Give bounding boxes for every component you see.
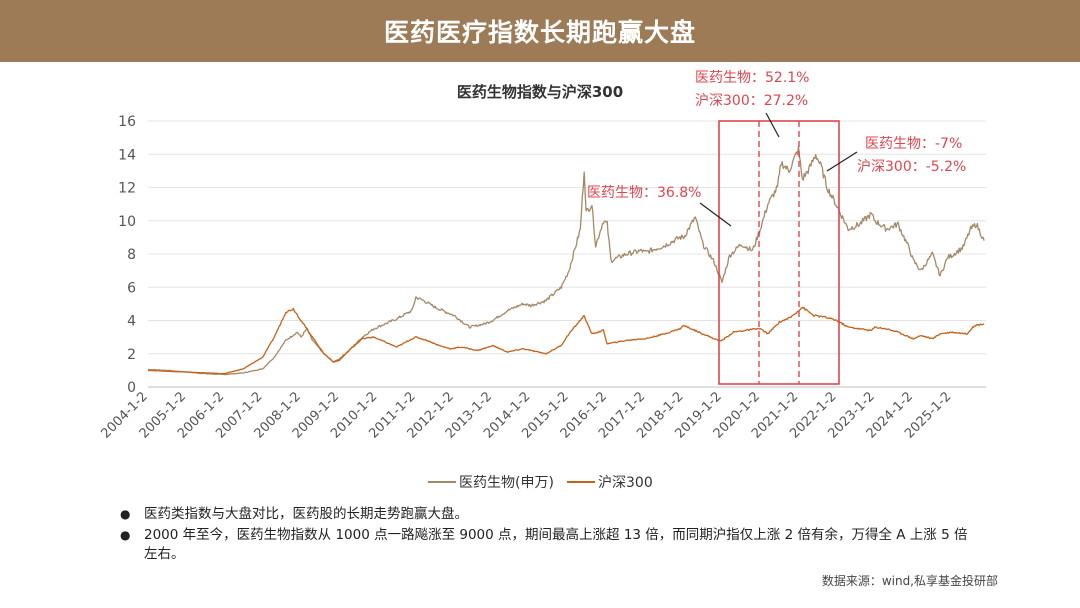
series-line-pharma xyxy=(148,145,985,376)
annotation-2020-pharma: 医药生物：52.1% xyxy=(695,70,809,86)
y-tick-label: 14 xyxy=(118,147,136,163)
bullet-dot-icon: ● xyxy=(120,507,131,521)
y-axis: 0 2 4 6 8 10 12 14 16 xyxy=(118,114,136,396)
chart-title: 医药生物指数与沪深300 xyxy=(457,83,623,101)
gridlines xyxy=(148,120,986,388)
y-tick-label: 4 xyxy=(127,314,136,330)
bullet-item: ● 2000 年至今，医药生物指数从 1000 点一路飚涨至 9000 点，期间… xyxy=(120,526,980,564)
annotation-2020-hs300: 沪深300：27.2% xyxy=(695,93,808,109)
pointer-c xyxy=(826,151,858,172)
bullet-item: ● 医药类指数与大盘对比，医药股的长期走势跑赢大盘。 xyxy=(120,505,980,524)
series-lines xyxy=(147,145,985,376)
y-tick-label: 10 xyxy=(118,214,136,230)
bullet-list: ● 医药类指数与大盘对比，医药股的长期走势跑赢大盘。 ● 2000 年至今，医药… xyxy=(120,505,980,566)
annotation-2019: 医药生物：36.8% xyxy=(587,185,701,201)
y-tick-label: 8 xyxy=(127,247,136,263)
page-title: 医药医疗指数长期跑赢大盘 xyxy=(383,18,696,47)
bullet-text: 医药类指数与大盘对比，医药股的长期走势跑赢大盘。 xyxy=(144,506,468,522)
y-tick-label: 12 xyxy=(118,181,136,197)
annotation-2021-pharma: 医药生物：-7% xyxy=(865,136,962,152)
legend-label-hs300: 沪深300 xyxy=(598,475,653,491)
y-tick-label: 6 xyxy=(127,280,136,296)
pointer-b xyxy=(765,112,780,138)
title-banner: 医药医疗指数长期跑赢大盘 xyxy=(0,0,1080,62)
annotation-2021-hs300: 沪深300：-5.2% xyxy=(857,159,966,175)
legend-label-pharma: 医药生物(申万) xyxy=(459,475,554,491)
bullet-text: 2000 年至今，医药生物指数从 1000 点一路飚涨至 9000 点，期间最高… xyxy=(144,527,968,562)
chart: 医药生物指数与沪深300 0 2 4 6 8 10 12 14 16 2004-1-22005-… xyxy=(98,70,986,491)
data-source: 数据来源：wind,私享基金投研部 xyxy=(821,574,998,588)
legend: 医药生物(申万) 沪深300 xyxy=(428,475,653,491)
annotation-labels: 医药生物：36.8% 医药生物：52.1% 沪深300：27.2% 医药生物：-… xyxy=(587,70,966,201)
series-line-hs300 xyxy=(147,306,985,375)
bullet-dot-icon: ● xyxy=(120,528,131,542)
highlight-boxes xyxy=(718,120,840,385)
y-tick-label: 2 xyxy=(127,347,136,363)
y-tick-label: 0 xyxy=(127,380,136,396)
annotation-pointers xyxy=(699,112,858,227)
x-axis: 2004-1-22005-1-22006-1-22007-1-22008-1-2… xyxy=(98,389,954,441)
y-tick-label: 16 xyxy=(118,114,136,130)
highlight-box-outer xyxy=(718,120,840,385)
pointer-a xyxy=(699,202,732,227)
